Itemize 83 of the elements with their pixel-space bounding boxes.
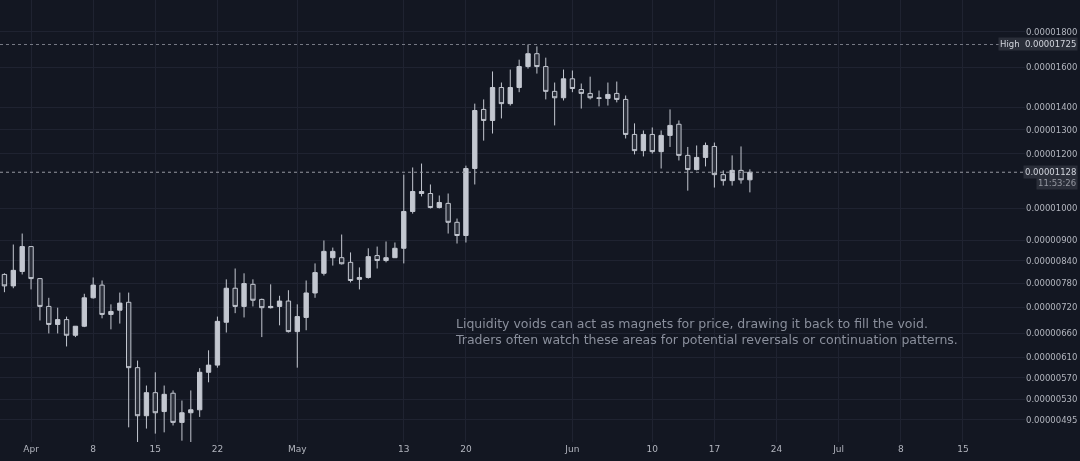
candlestick bbox=[72, 325, 79, 338]
y-tick-label: 0.00000900 bbox=[1026, 235, 1078, 246]
candlestick bbox=[223, 278, 229, 334]
candlestick bbox=[729, 154, 735, 187]
candlestick bbox=[516, 59, 522, 93]
y-tick-label: 0.00000780 bbox=[1026, 278, 1078, 289]
candlestick bbox=[605, 82, 611, 107]
candlestick bbox=[383, 240, 389, 263]
x-tick-label: 10 bbox=[646, 444, 659, 454]
candlestick bbox=[19, 233, 25, 275]
candlestick bbox=[693, 144, 700, 171]
candlestick bbox=[197, 367, 203, 418]
y-tick-label: 0.00000720 bbox=[1026, 302, 1078, 313]
annotation: Liquidity voids can act as magnets for price, drawing it back to fill the void. Traders often watch these areas for potential reversals or continuation patterns. bbox=[455, 316, 958, 348]
candlestick bbox=[143, 385, 150, 430]
candlestick bbox=[720, 169, 726, 187]
candlestick bbox=[214, 316, 221, 369]
y-tick-label: 0.00001000 bbox=[1026, 203, 1078, 214]
x-tick-label: 15 bbox=[149, 444, 162, 454]
y-tick-label: 0.00000530 bbox=[1026, 394, 1078, 405]
candlestick bbox=[614, 81, 620, 103]
candlestick bbox=[356, 266, 363, 290]
candlestick bbox=[312, 262, 318, 299]
candlestick bbox=[10, 244, 16, 289]
x-tick-label: 24 bbox=[770, 444, 783, 454]
candlestick bbox=[658, 129, 664, 170]
candlestick bbox=[702, 142, 709, 167]
y-tick-label: 0.00001600 bbox=[1026, 62, 1078, 73]
x-tick-label: Jul bbox=[832, 444, 845, 454]
candlestick bbox=[205, 349, 212, 383]
candlestick bbox=[303, 280, 309, 331]
candlestick bbox=[90, 276, 96, 300]
x-tick-label: 20 bbox=[460, 444, 472, 454]
candlestick bbox=[117, 292, 123, 325]
candlestick bbox=[463, 165, 469, 243]
candlestick bbox=[667, 108, 673, 148]
candlestick bbox=[507, 69, 513, 107]
x-tick-label: 8 bbox=[90, 444, 97, 454]
x-tick-label: 15 bbox=[957, 444, 969, 454]
candlestick bbox=[401, 174, 407, 264]
candlestick bbox=[108, 303, 114, 330]
candlestick bbox=[365, 247, 371, 280]
candlestick bbox=[179, 400, 185, 442]
candlestick bbox=[330, 247, 336, 267]
candlestick bbox=[161, 385, 167, 433]
candlestick bbox=[418, 163, 425, 197]
candlestick bbox=[392, 242, 398, 259]
y-tick-label: 0.00000570 bbox=[1026, 372, 1078, 383]
y-tick-label: 0.00001800 bbox=[1026, 26, 1078, 37]
candlestick bbox=[472, 103, 478, 185]
candlestick bbox=[81, 293, 87, 328]
candlestick bbox=[489, 70, 496, 135]
candlestick bbox=[587, 76, 593, 100]
ref-line-label: 0.00001128 bbox=[1025, 167, 1077, 177]
y-tick-label: 0.00001400 bbox=[1026, 102, 1078, 113]
y-tick-label: 0.00001300 bbox=[1026, 124, 1078, 135]
text: 11:53:26 bbox=[1038, 178, 1077, 188]
x-tick-label: Jun bbox=[564, 444, 580, 454]
x-tick-label: Apr bbox=[23, 444, 40, 454]
candlestick bbox=[321, 239, 327, 277]
candlestick bbox=[436, 195, 442, 209]
candlestick bbox=[560, 69, 567, 101]
candlestick bbox=[241, 272, 247, 318]
y-tick-label: 0.00000840 bbox=[1026, 255, 1078, 266]
x-tick-label: 8 bbox=[897, 444, 904, 454]
candlestick bbox=[525, 43, 531, 70]
candlestick bbox=[294, 303, 300, 369]
y-tick-label: 0.00000660 bbox=[1026, 328, 1078, 339]
candlestick bbox=[276, 295, 283, 326]
candlestick bbox=[268, 283, 274, 310]
candlestick bbox=[640, 129, 647, 157]
candlestick bbox=[55, 307, 61, 334]
candlestick bbox=[188, 389, 194, 442]
candlestick bbox=[747, 168, 753, 193]
x-tick-label: 17 bbox=[708, 444, 721, 454]
x-tick-label: 22 bbox=[211, 444, 224, 454]
y-tick-label: 0.00000610 bbox=[1026, 352, 1078, 363]
candlestick bbox=[409, 166, 416, 215]
ref-line-label: High 0.00001725 bbox=[1000, 39, 1077, 49]
y-tick-label: 0.00001200 bbox=[1026, 148, 1078, 159]
x-tick-label: May bbox=[287, 444, 308, 454]
y-tick-label: 0.00000495 bbox=[1026, 414, 1078, 425]
x-tick-label: 13 bbox=[398, 444, 410, 454]
